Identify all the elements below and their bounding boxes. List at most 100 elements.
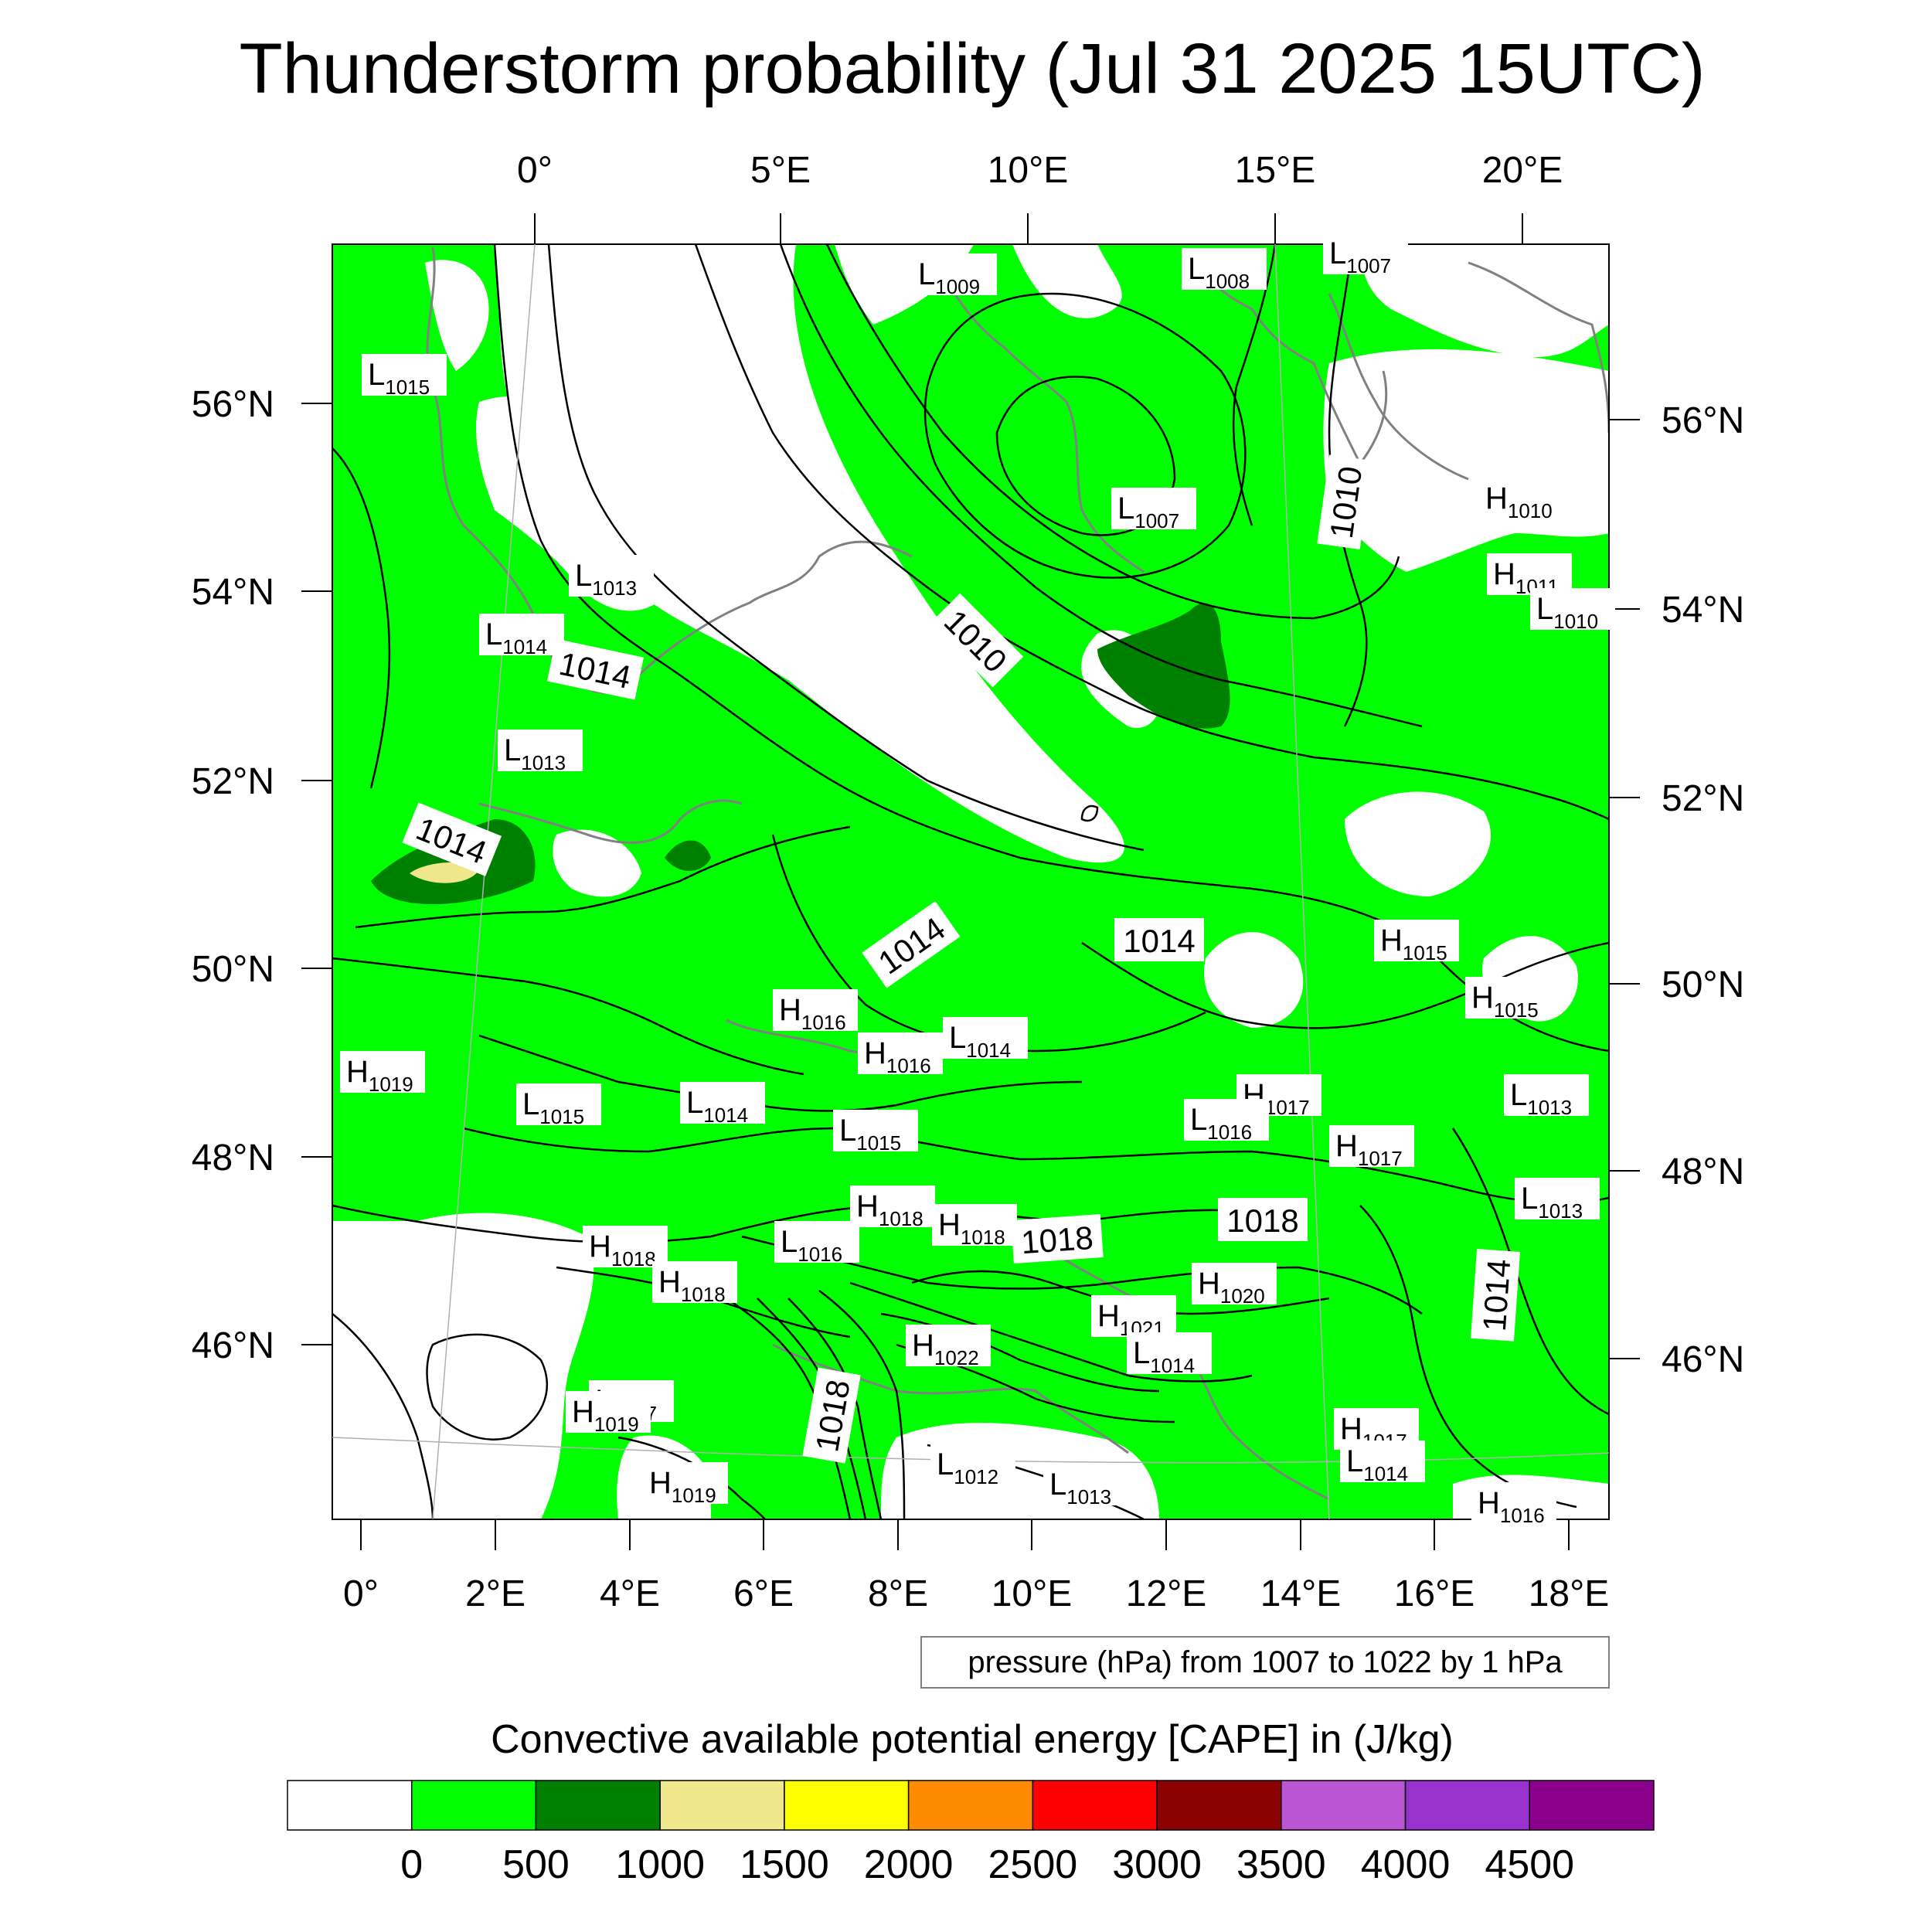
pressure-center-label: L1013: [1521, 1182, 1583, 1223]
map-title: Thunderstorm probability (Jul 31 2025 15…: [239, 29, 1705, 108]
pressure-center: L1010: [1530, 588, 1615, 633]
center-value: 1009: [935, 275, 980, 298]
pressure-center: L1013: [498, 730, 583, 774]
center-type: L: [575, 559, 592, 593]
colorbar-swatch: [410, 1780, 537, 1831]
pressure-center: L1012: [930, 1444, 1015, 1488]
pressure-center: H1022: [906, 1325, 991, 1369]
pressure-center: H1010: [1479, 478, 1564, 522]
center-type: H: [856, 1189, 879, 1223]
center-type: L: [1117, 492, 1134, 526]
center-value: 1016: [886, 1054, 931, 1077]
colorbar-tick: 3000: [1112, 1842, 1202, 1887]
pressure-center-label: H1016: [1478, 1486, 1545, 1527]
pressure-center: H1016: [1471, 1482, 1556, 1527]
pressure-center-label: L1014: [1346, 1444, 1408, 1485]
center-value: 1014: [703, 1104, 748, 1127]
pressure-center: L1014: [1127, 1332, 1212, 1377]
pressure-center-label: L1013: [1049, 1468, 1111, 1509]
pressure-center-label: H1018: [938, 1208, 1005, 1249]
pressure-center-label: H1011: [1493, 557, 1559, 598]
center-type: H: [589, 1230, 611, 1264]
colorbar-swatch: [907, 1780, 1034, 1831]
pressure-center: H1016: [858, 1032, 943, 1077]
pressure-center: L1013: [1043, 1464, 1128, 1509]
pressure-center-label: H1010: [1485, 481, 1553, 522]
right-lat-label: 46°N: [1662, 1339, 1744, 1380]
left-latitude-labels: 56°N 54°N 52°N 50°N 48°N 46°N: [192, 384, 274, 1366]
isobar-label: 1014: [1114, 918, 1204, 961]
center-type: L: [1188, 252, 1205, 286]
center-value: 1012: [954, 1465, 998, 1488]
center-type: L: [781, 1225, 798, 1259]
center-value: 1013: [521, 751, 566, 774]
center-value: 1017: [1358, 1147, 1403, 1170]
center-type: H: [779, 993, 801, 1027]
pressure-center: H1019: [340, 1051, 425, 1096]
center-type: L: [918, 257, 935, 291]
pressure-center: H1020: [1192, 1263, 1277, 1308]
pressure-center-label: L1016: [781, 1225, 842, 1266]
center-value: 1013: [1066, 1485, 1111, 1509]
center-type: L: [368, 358, 385, 392]
right-lat-label: 54°N: [1662, 590, 1744, 631]
colorbar-tick: 2000: [864, 1842, 954, 1887]
pressure-center-label: L1016: [1190, 1103, 1252, 1144]
colorbar-swatch: [1156, 1780, 1282, 1831]
colorbar-swatch: [659, 1780, 785, 1831]
colorbar-tick: 0: [400, 1842, 423, 1887]
isobar-value: 1014: [1476, 1258, 1517, 1332]
pressure-center-label: L1015: [522, 1087, 584, 1128]
center-type: H: [1478, 1486, 1500, 1520]
pressure-center: H1018: [583, 1226, 668, 1270]
pressure-center-label: H1019: [572, 1395, 639, 1436]
colorbar: [287, 1780, 1655, 1831]
colorbar-swatch: [1281, 1780, 1406, 1831]
center-value: 1014: [1150, 1354, 1195, 1377]
center-value: 1019: [672, 1484, 716, 1507]
pressure-center-label: H1018: [658, 1265, 726, 1306]
center-type: H: [658, 1265, 681, 1299]
colorbar-tick: 1000: [615, 1842, 705, 1887]
pressure-centers: L1009L1008L1007L1015L1007H1010L1013L1014…: [340, 233, 1615, 1527]
center-type: H: [1380, 923, 1403, 957]
center-value: 1015: [1494, 998, 1539, 1022]
center-value: 1020: [1220, 1284, 1265, 1308]
top-lon-label: 5°E: [750, 150, 811, 191]
center-type: H: [1097, 1299, 1120, 1333]
pressure-center: L1015: [516, 1083, 601, 1128]
center-value: 1007: [1134, 509, 1179, 532]
center-type: L: [686, 1086, 703, 1120]
top-lon-label: 10°E: [988, 150, 1069, 191]
center-value: 1017: [1265, 1096, 1310, 1119]
center-type: L: [522, 1087, 539, 1121]
isobar-label: 1010: [1317, 454, 1372, 550]
map-frame: [332, 243, 1610, 1520]
bottom-lon-label: 10°E: [992, 1573, 1073, 1614]
pressure-center: L1008: [1182, 248, 1267, 293]
isobar-label: 1018: [1011, 1214, 1104, 1264]
center-type: L: [1329, 236, 1346, 270]
center-type: L: [839, 1114, 856, 1148]
pressure-note: pressure (hPa) from 1007 to 1022 by 1 hP…: [968, 1645, 1563, 1679]
pressure-center-label: L1014: [1133, 1336, 1195, 1377]
pressure-center-label: L1007: [1117, 492, 1179, 532]
center-type: H: [864, 1036, 886, 1070]
colorbar-tick: 500: [502, 1842, 570, 1887]
pressure-center-label: L1009: [918, 257, 980, 298]
pressure-center-label: L1013: [504, 733, 566, 774]
center-type: H: [1335, 1129, 1358, 1163]
center-type: L: [1190, 1103, 1207, 1137]
center-value: 1019: [369, 1073, 413, 1096]
pressure-center-label: H1022: [912, 1328, 979, 1369]
center-type: H: [649, 1466, 672, 1500]
isobar-value: 1018: [1226, 1202, 1298, 1239]
pressure-center: L1013: [1504, 1074, 1589, 1119]
center-value: 1015: [385, 376, 430, 399]
center-type: H: [912, 1328, 934, 1362]
pressure-center: L1016: [1184, 1099, 1269, 1144]
center-type: H: [938, 1208, 961, 1242]
center-value: 1018: [611, 1247, 656, 1270]
pressure-center-label: H1015: [1471, 981, 1539, 1022]
